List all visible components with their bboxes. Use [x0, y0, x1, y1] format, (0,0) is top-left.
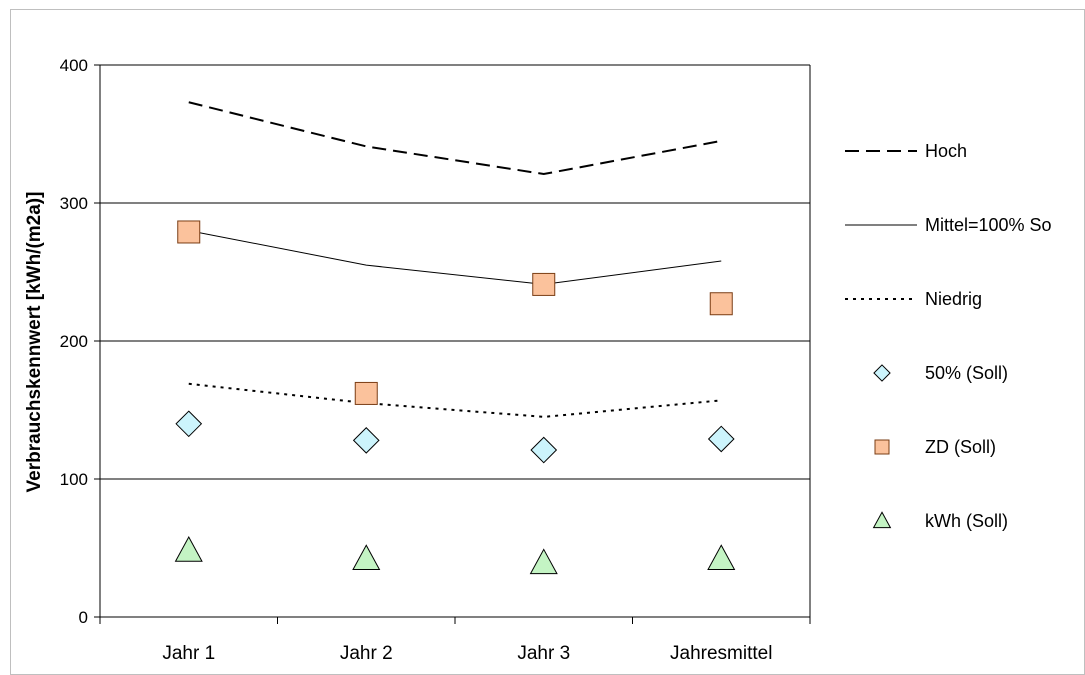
data-point-50-soll [707, 425, 735, 453]
data-point-50-soll [530, 436, 558, 464]
data-point-50-soll [175, 410, 203, 438]
legend-label-kwh-soll: kWh (Soll) [925, 511, 1008, 531]
y-tick-label: 300 [60, 194, 88, 213]
data-point-50-soll [352, 427, 380, 454]
legend-marker-kwh-soll [872, 511, 892, 529]
legend-marker-zd-soll [874, 439, 890, 455]
y-tick-label: 200 [60, 332, 88, 351]
legend: Hoch Mittel=100% So Niedrig 50% (Soll) ZD (S… [845, 141, 1052, 531]
x-tick-label: Jahresmittel [670, 643, 772, 664]
data-point-zd-soll [177, 220, 201, 244]
legend-label-hoch: Hoch [925, 141, 967, 161]
series-line-mittel-100-so [188, 230, 722, 285]
legend-label-niedrig: Niedrig [925, 289, 982, 309]
series-line-hoch [188, 101, 722, 176]
y-tick-label: 400 [60, 56, 88, 75]
axes: 0 100 200 300 400 Jahr 1 Jahr 2 Jahr 3 Jahresmit… [60, 56, 811, 664]
data-point-kwh-soll [529, 548, 558, 575]
data-point-zd-soll [709, 292, 733, 316]
data-point-zd-soll [532, 272, 556, 296]
grid [100, 64, 810, 480]
series-line-niedrig [188, 382, 722, 418]
data-point-zd-soll [354, 381, 378, 405]
data-point-kwh-soll [174, 535, 203, 562]
legend-label-mittel-100-so: Mittel=100% So [925, 215, 1052, 235]
legend-label-zd-soll: ZD (Soll) [925, 437, 996, 457]
legend-label-50-soll: 50% (Soll) [925, 363, 1008, 383]
legend-marker-50-soll [873, 364, 891, 382]
y-tick-label: 0 [79, 608, 88, 627]
x-tick-label: Jahr 2 [340, 643, 393, 664]
y-tick-label: 100 [60, 470, 88, 489]
x-tick-label: Jahr 3 [517, 643, 570, 664]
series-layer [174, 101, 736, 575]
data-point-kwh-soll [352, 544, 381, 570]
x-tick-label: Jahr 1 [162, 643, 215, 664]
y-axis-label: Verbrauchskennwert [kWh/(m2a)] [24, 192, 45, 493]
data-point-kwh-soll [707, 544, 736, 570]
